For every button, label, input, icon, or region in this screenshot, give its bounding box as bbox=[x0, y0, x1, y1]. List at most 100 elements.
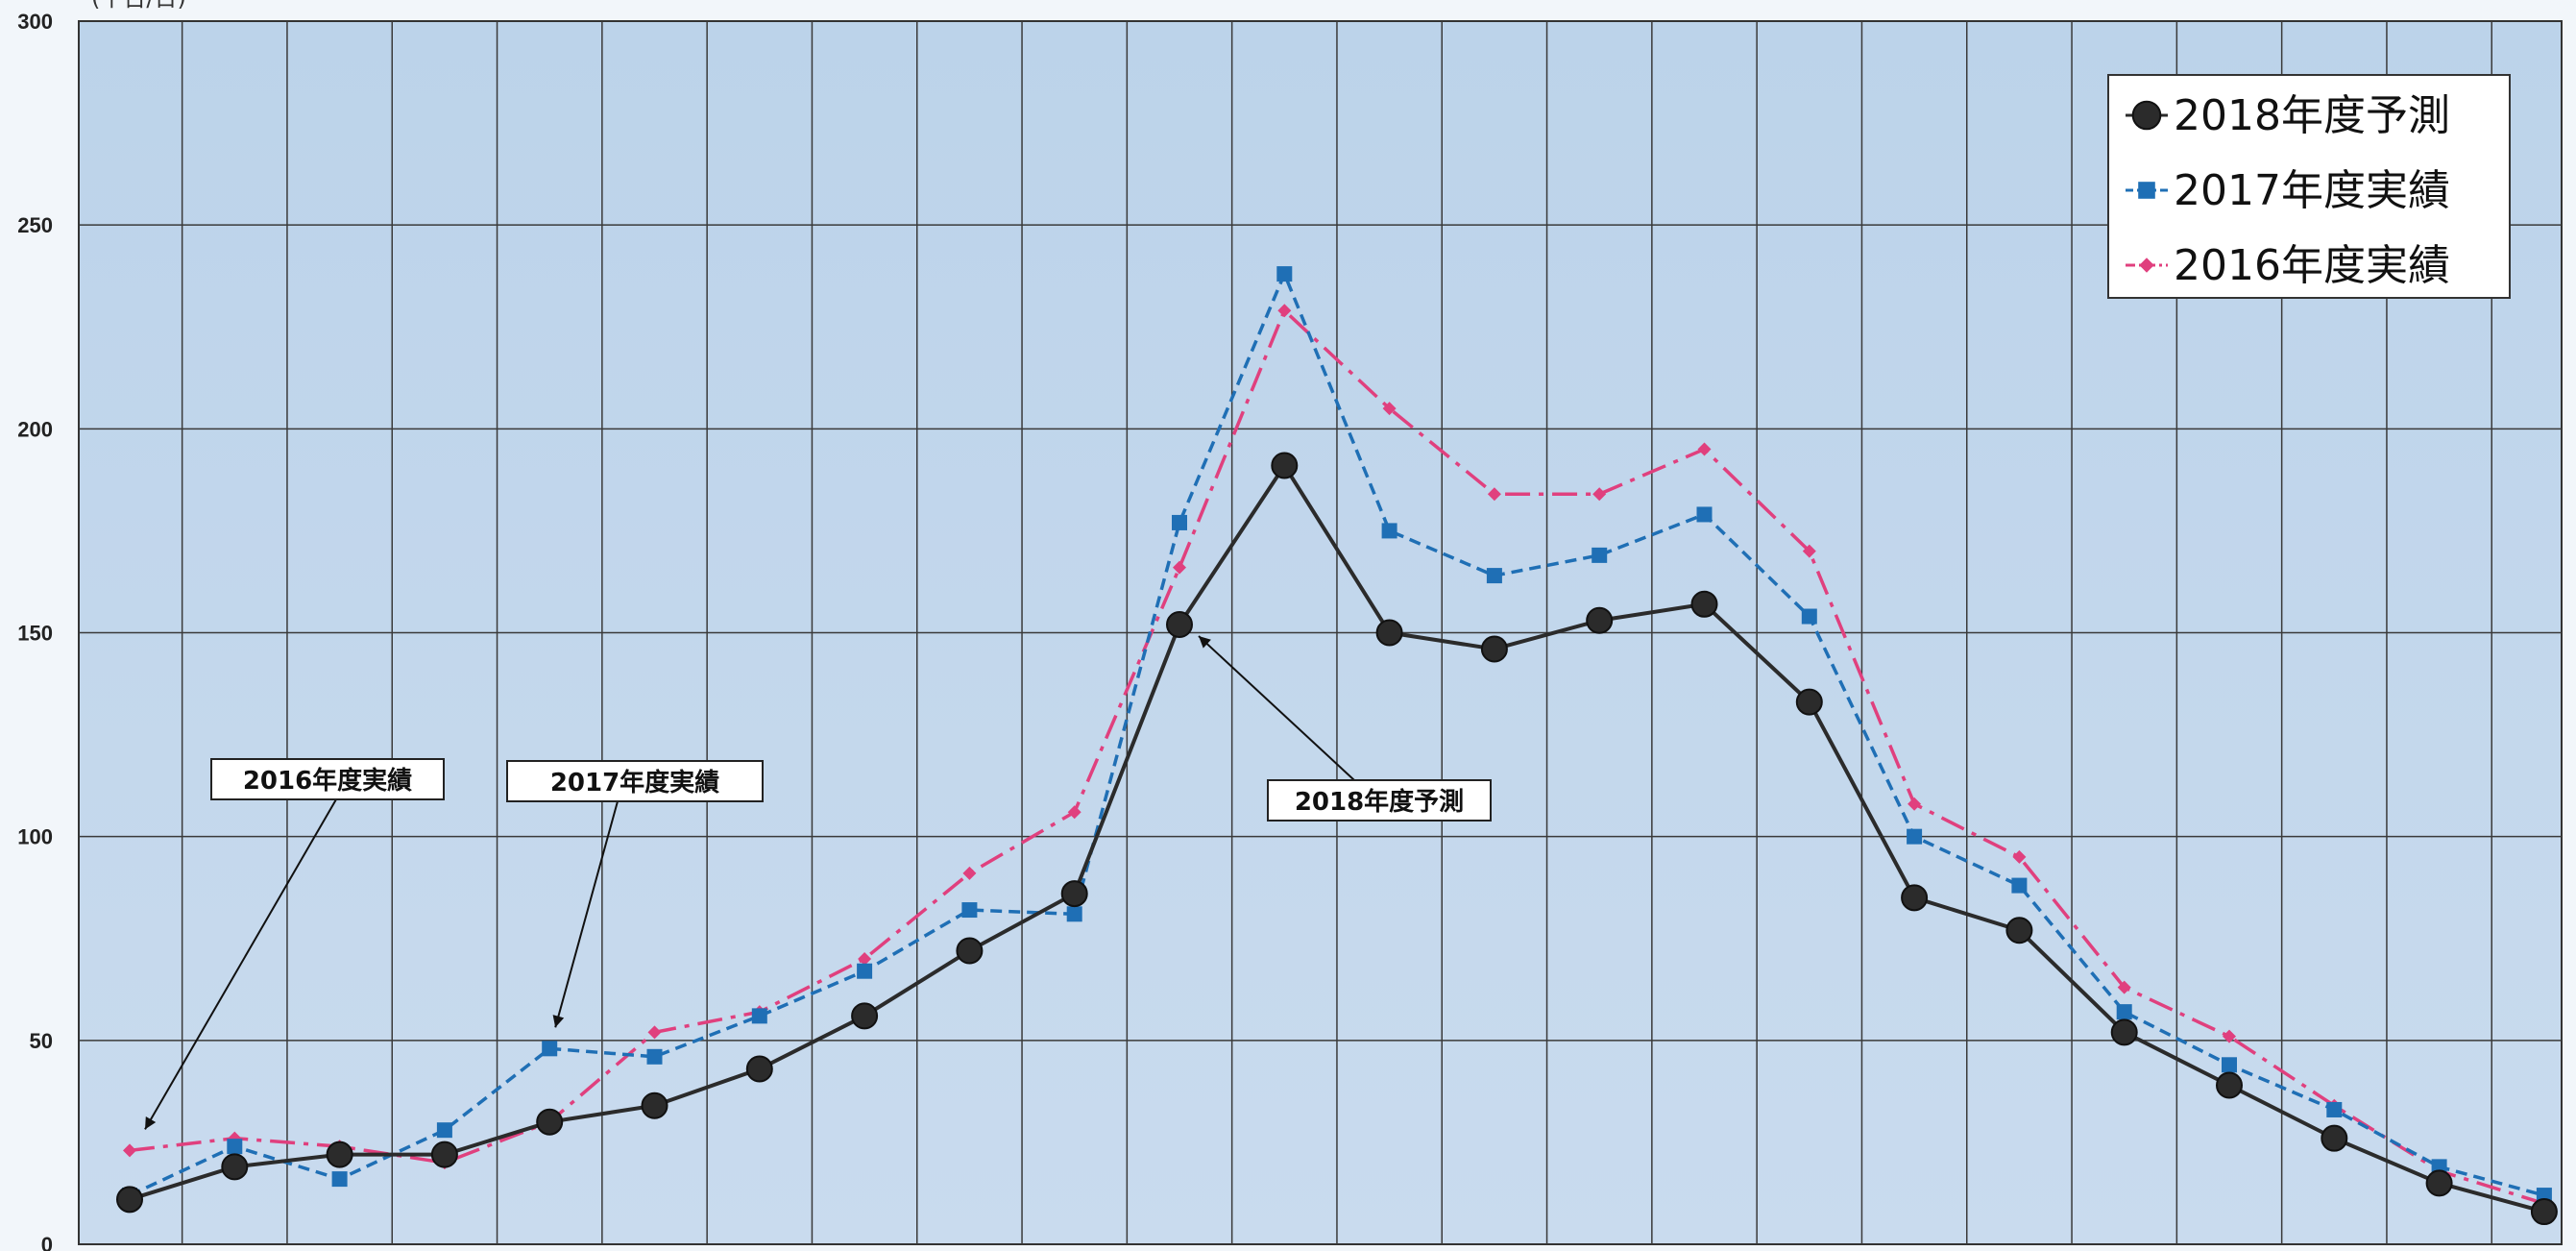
data-point bbox=[2005, 917, 2033, 944]
data-point bbox=[430, 1141, 458, 1168]
data-point bbox=[2222, 1057, 2237, 1073]
data-point bbox=[1382, 402, 1397, 416]
callout-label: 2016年度実績 bbox=[243, 766, 412, 796]
data-point bbox=[1375, 619, 1403, 647]
y-tick-label: 150 bbox=[17, 622, 53, 646]
data-point bbox=[1173, 560, 1186, 575]
data-point bbox=[858, 951, 872, 966]
callout-arrow-line bbox=[144, 798, 337, 1130]
legend: 2018年度予測 2017年度実績 2016年度実績 bbox=[2107, 74, 2511, 299]
data-point bbox=[1697, 442, 1712, 456]
callout: 2016年度実績 bbox=[144, 758, 445, 1130]
series-line bbox=[129, 461, 2545, 1214]
callout-box bbox=[506, 760, 764, 802]
callout-arrow-line bbox=[554, 800, 619, 1028]
data-point bbox=[962, 866, 977, 880]
data-point bbox=[646, 1048, 663, 1065]
y-axis: 0 50 100 150 200 250 300 bbox=[17, 10, 53, 1251]
data-point bbox=[2223, 1029, 2236, 1043]
data-point bbox=[2012, 849, 2027, 864]
data-point bbox=[1795, 688, 1823, 716]
data-point bbox=[851, 1002, 879, 1030]
series-group bbox=[116, 266, 2558, 1226]
data-point bbox=[647, 1025, 662, 1040]
data-point bbox=[1276, 266, 1293, 282]
data-point bbox=[2131, 100, 2162, 131]
data-point bbox=[1487, 487, 1501, 502]
series-group bbox=[116, 452, 2558, 1226]
data-point bbox=[1908, 797, 1922, 811]
data-point bbox=[751, 1008, 767, 1024]
data-point bbox=[542, 1041, 558, 1057]
callout: 2017年度実績 bbox=[506, 760, 764, 1028]
callout-arrow-line bbox=[1198, 635, 1355, 781]
data-point bbox=[116, 1186, 143, 1214]
callout-box bbox=[210, 758, 445, 800]
data-point bbox=[2321, 1124, 2348, 1152]
data-point bbox=[1690, 590, 1718, 618]
data-point bbox=[1586, 606, 1614, 634]
data-point bbox=[2138, 182, 2155, 199]
series-line bbox=[129, 269, 2545, 1197]
data-point bbox=[1277, 304, 1292, 318]
data-point bbox=[536, 1108, 564, 1136]
callout-arrow-head bbox=[552, 1015, 565, 1028]
data-point bbox=[745, 1055, 773, 1083]
data-point bbox=[1486, 568, 1502, 584]
data-point bbox=[326, 1141, 353, 1168]
data-point bbox=[2425, 1169, 2453, 1197]
data-point bbox=[1067, 805, 1081, 820]
callout: 2018年度予測 bbox=[1198, 635, 1492, 822]
y-tick-label: 300 bbox=[17, 10, 53, 34]
data-point bbox=[1066, 906, 1082, 922]
legend-entry: 2016年度実績 bbox=[2126, 241, 2450, 290]
series-group bbox=[122, 266, 2552, 1204]
data-point bbox=[2216, 1071, 2243, 1099]
data-point bbox=[956, 937, 984, 965]
y-tick-label: 50 bbox=[30, 1029, 53, 1053]
corner-unit-label: (千台/日) bbox=[91, 0, 186, 12]
data-point bbox=[1060, 880, 1088, 908]
data-point bbox=[1802, 544, 1816, 558]
data-point bbox=[1381, 523, 1397, 539]
grid bbox=[79, 21, 2562, 1244]
data-point bbox=[1592, 547, 1608, 563]
data-point bbox=[221, 1153, 249, 1181]
legend-label: 2018年度予測 bbox=[2174, 91, 2450, 140]
data-point bbox=[641, 1092, 668, 1119]
data-point bbox=[1592, 487, 1607, 502]
legend-label: 2016年度実績 bbox=[2174, 241, 2450, 290]
legend-entry: 2017年度実績 bbox=[2126, 166, 2450, 215]
data-point bbox=[1696, 506, 1713, 523]
data-point bbox=[2116, 1004, 2132, 1020]
data-point bbox=[1901, 884, 1929, 912]
y-tick-label: 200 bbox=[17, 417, 53, 441]
data-point bbox=[961, 902, 978, 919]
legend-entry: 2018年度予測 bbox=[2126, 91, 2450, 140]
data-point bbox=[331, 1171, 348, 1188]
data-point bbox=[1801, 608, 1817, 625]
data-point bbox=[227, 1139, 243, 1155]
legend-box bbox=[2107, 74, 2511, 299]
callout-label: 2018年度予測 bbox=[1295, 787, 1464, 817]
data-point bbox=[123, 1143, 136, 1158]
y-tick-label: 0 bbox=[41, 1233, 53, 1251]
data-point bbox=[2139, 258, 2154, 273]
data-point bbox=[2117, 980, 2131, 994]
data-point bbox=[1480, 635, 1508, 663]
data-point bbox=[2326, 1101, 2343, 1117]
callout-arrow-head bbox=[145, 1116, 157, 1130]
data-point bbox=[2110, 1018, 2138, 1046]
data-point bbox=[2011, 877, 2028, 894]
data-point bbox=[857, 963, 873, 979]
annotations: 2016年度実績 2017年度実績 2018年度予測 bbox=[144, 635, 1492, 1130]
y-tick-label: 100 bbox=[17, 825, 53, 849]
data-point bbox=[1907, 828, 1923, 845]
data-point bbox=[1166, 611, 1193, 639]
callout-box bbox=[1267, 779, 1492, 822]
callout-label: 2017年度実績 bbox=[550, 768, 719, 797]
callout-arrow-head bbox=[1199, 636, 1211, 649]
data-point bbox=[436, 1122, 452, 1139]
data-point bbox=[1172, 514, 1187, 530]
